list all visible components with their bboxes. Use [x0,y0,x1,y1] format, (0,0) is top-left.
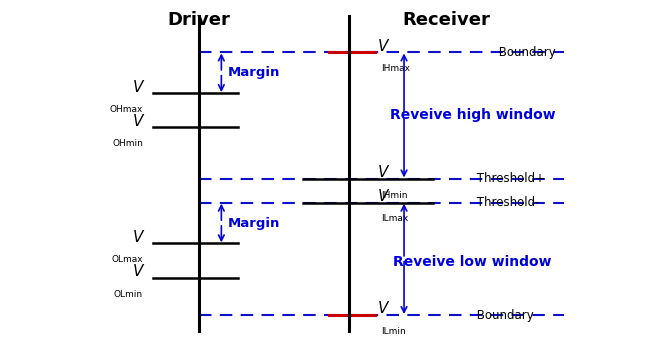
Text: IHmin: IHmin [381,191,408,200]
Text: Receiver: Receiver [403,11,490,29]
Text: OHmin: OHmin [112,139,143,149]
Text: OLmin: OLmin [114,290,143,298]
Text: Threshold+: Threshold+ [472,172,545,185]
Text: Reveive low window: Reveive low window [393,255,552,269]
Text: V: V [378,165,388,180]
Text: Driver: Driver [167,11,230,29]
Text: IHmax: IHmax [381,64,410,73]
Text: OHmax: OHmax [110,105,143,114]
Text: V: V [378,39,388,53]
Text: V: V [133,114,143,129]
Text: V: V [378,302,388,316]
Text: Reveive high window: Reveive high window [390,109,555,122]
Text: ILmax: ILmax [381,214,409,223]
Text: Margin: Margin [228,66,280,79]
Text: ILmin: ILmin [381,327,406,336]
Text: OLmax: OLmax [111,255,143,264]
Text: Boundary: Boundary [472,309,533,322]
Text: Margin: Margin [228,217,280,229]
Text: Boundary: Boundary [495,46,556,59]
Text: V: V [133,264,143,279]
Text: V: V [378,189,388,204]
Text: V: V [133,79,143,94]
Text: V: V [133,230,143,245]
Text: Threshold-: Threshold- [472,196,539,209]
